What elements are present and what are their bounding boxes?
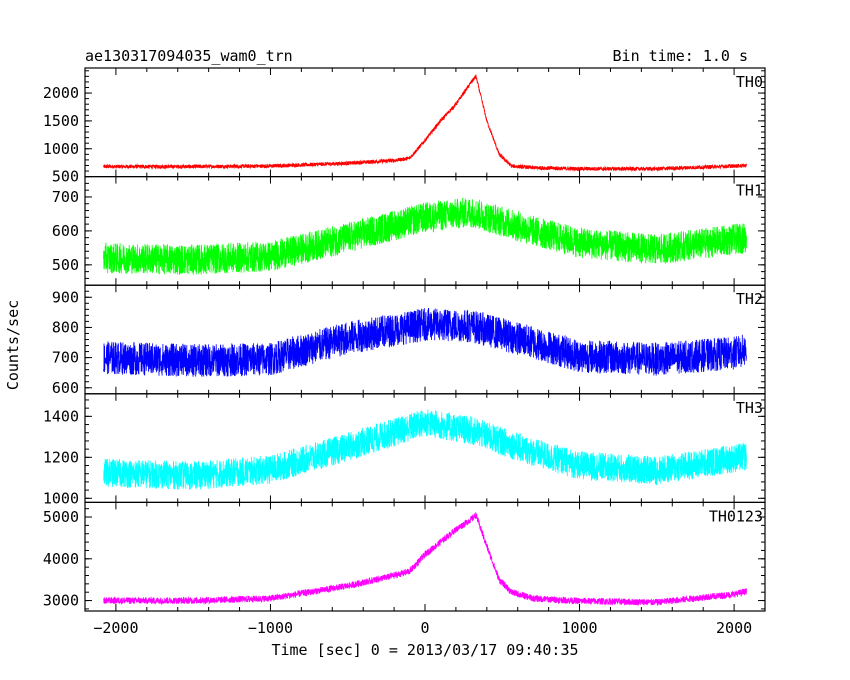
panel-th0: 500 1000 1500 2000 TH0: [43, 67, 766, 186]
series-line-th3: [103, 409, 747, 490]
y-tick-label: 1000: [43, 140, 79, 158]
x-axis: −2000 −1000 0 1000 2000: [93, 619, 752, 637]
y-tick-label: 900: [52, 288, 79, 306]
y-tick-label: 1000: [43, 489, 79, 507]
y-tick-label: 1200: [43, 448, 79, 466]
panel-label: TH1: [736, 182, 763, 200]
y-tick-label: 5000: [43, 508, 79, 526]
panel-th1: 500 600 700 TH1: [52, 176, 766, 286]
series-line-th1: [103, 197, 747, 275]
panel-label: TH3: [736, 399, 763, 417]
series-line-th2: [103, 307, 747, 377]
panel-th0123: 3000 4000 5000 TH0123: [43, 501, 766, 612]
chart-title-right: Bin time: 1.0 s: [613, 47, 748, 65]
y-tick-label: 800: [52, 318, 79, 336]
y-tick-label: 500: [52, 168, 79, 186]
panel-th3: 1000 1200 1400 TH3: [43, 393, 766, 507]
y-tick-label: 3000: [43, 592, 79, 610]
panel-label: TH0123: [709, 507, 763, 525]
y-axis-title: Counts/sec: [4, 300, 22, 390]
panel-frame: [84, 393, 766, 503]
panel-th2: 600 700 800 900 TH2: [52, 284, 766, 397]
panel-label: TH2: [736, 290, 763, 308]
panels-group: 500 1000 1500 2000 TH0 500 600 700 TH1 600 700 800 9…: [43, 67, 766, 612]
y-tick-label: 700: [52, 188, 79, 206]
x-tick-label: 2000: [716, 619, 752, 637]
panel-label: TH0: [736, 73, 763, 91]
y-tick-label: 1500: [43, 112, 79, 130]
y-tick-label: 500: [52, 256, 79, 274]
x-tick-label: 1000: [561, 619, 597, 637]
chart-title-left: ae130317094035_wam0_trn: [85, 47, 293, 65]
series-line-th0: [103, 74, 747, 173]
y-tick-label: 2000: [43, 84, 79, 102]
series-line-th0123: [103, 512, 747, 607]
y-tick-label: 4000: [43, 550, 79, 568]
y-tick-label: 600: [52, 222, 79, 240]
panel-frame: [84, 501, 766, 612]
x-tick-label: −2000: [93, 619, 138, 637]
x-tick-label: −1000: [248, 619, 293, 637]
y-tick-label: 700: [52, 349, 79, 367]
x-tick-label: 0: [420, 619, 429, 637]
x-axis-title: Time [sec] 0 = 2013/03/17 09:40:35: [271, 641, 578, 659]
panel-frame: [84, 67, 766, 178]
y-tick-label: 1400: [43, 407, 79, 425]
y-tick-label: 600: [52, 379, 79, 397]
